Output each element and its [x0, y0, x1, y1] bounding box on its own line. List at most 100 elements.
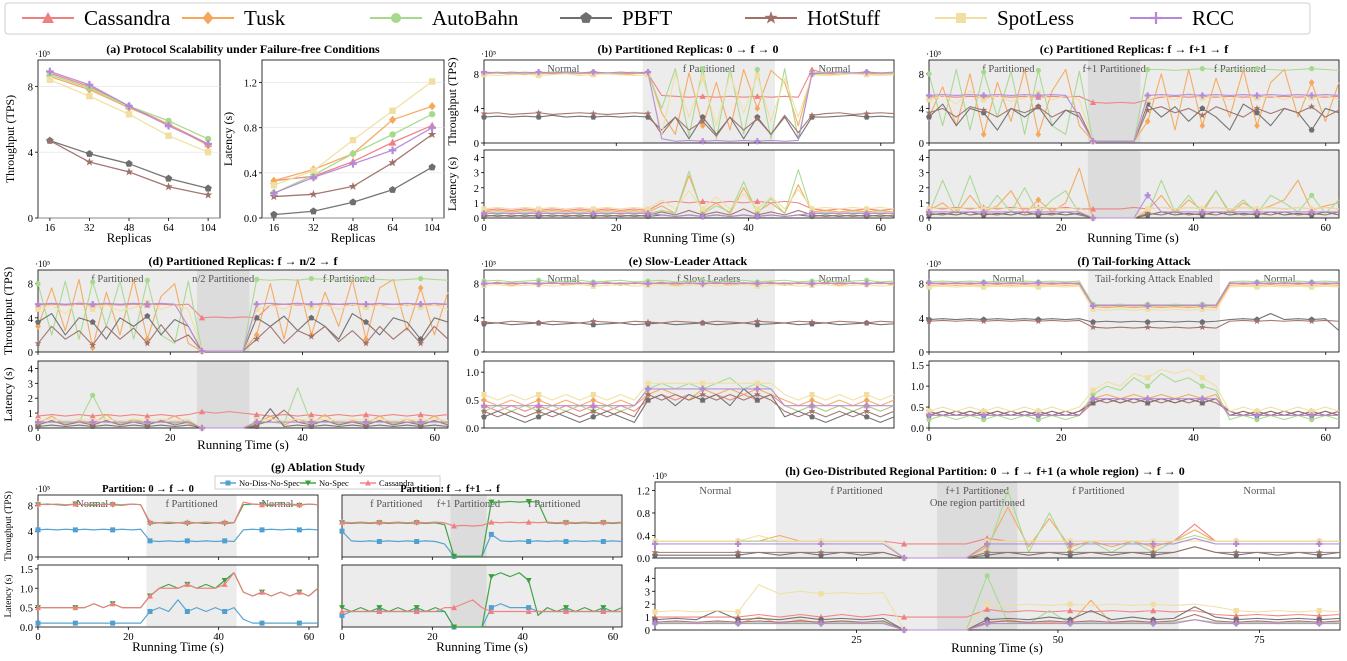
data-point	[349, 136, 357, 144]
xtick-label: 40	[743, 223, 754, 234]
data-point	[1144, 302, 1151, 309]
data-point	[563, 605, 569, 611]
region-label-1: f Slow Leaders	[677, 274, 741, 285]
data-point	[253, 411, 260, 418]
data-point	[34, 339, 42, 347]
axis-exponent: ·10⁵	[926, 259, 941, 269]
ytick-label: 8	[28, 501, 33, 512]
data-point	[535, 280, 542, 287]
legend-frame	[4, 2, 1311, 35]
y-axis-label: Latency (s)	[3, 575, 14, 618]
data-point	[147, 609, 153, 614]
data-point	[363, 275, 369, 282]
data-point	[89, 341, 97, 349]
series-line	[37, 528, 319, 543]
data-point	[428, 110, 436, 118]
data-point	[1253, 104, 1261, 112]
data-point	[296, 589, 303, 595]
ytick-label: 1.5	[20, 565, 33, 576]
xtick-label: 48	[348, 223, 359, 234]
data-point	[808, 402, 816, 409]
ytick-label: 1	[645, 613, 650, 624]
ytick-label: 1.0	[466, 368, 479, 379]
series-rcc	[925, 192, 1339, 222]
data-point	[863, 319, 871, 326]
data-point	[1316, 612, 1323, 619]
data-point	[165, 132, 172, 139]
data-point	[109, 600, 116, 607]
data-point	[600, 519, 607, 525]
xtick-label: 0	[481, 223, 486, 234]
data-point	[89, 301, 96, 308]
series-spotless	[926, 368, 1340, 414]
data-point	[388, 185, 397, 193]
region-shade-2	[486, 495, 622, 557]
legend: Cassandra Tusk AutoBahn PBFT HotStuff SpotLes…	[4, 2, 1311, 35]
xtick-label: 0	[35, 632, 40, 643]
region-shade-0	[929, 150, 1088, 218]
series-line	[483, 382, 895, 401]
region-shade-1	[450, 565, 487, 627]
data-point	[980, 92, 987, 99]
series-tusk	[270, 102, 436, 185]
data-point	[808, 318, 816, 326]
data-point	[863, 413, 870, 420]
panel-h-latency: 0 1 2 3 4 25 50 75	[645, 567, 1341, 646]
series-line	[37, 302, 449, 352]
panel-e-throughput: 0 4 8 ·10⁵ Normal f Slow Leaders Normal	[474, 259, 895, 359]
series-hotstuff	[480, 390, 895, 418]
axes-frame	[483, 149, 895, 219]
data-point	[1089, 323, 1097, 331]
region-shade-1	[1087, 150, 1141, 218]
data-point	[699, 93, 706, 99]
data-point	[488, 574, 495, 580]
series-line	[483, 175, 895, 215]
region-label-2: f+1 Partitioned	[946, 486, 1010, 497]
series-line	[655, 619, 1340, 631]
data-point	[925, 317, 933, 325]
data-point	[863, 109, 871, 117]
data-point	[90, 279, 96, 285]
series-pbft	[270, 163, 436, 218]
ytick-label: 4	[28, 314, 34, 325]
data-point	[1199, 92, 1206, 99]
data-point	[1199, 306, 1205, 312]
xtick-label: 20	[165, 433, 176, 444]
title-d: (d) Partitioned Replicas: f → n/2 → f	[149, 254, 339, 268]
data-point	[1233, 620, 1240, 627]
ytick-label: 1.0	[20, 584, 33, 595]
xtick-label: 16	[45, 223, 56, 234]
data-point	[1232, 548, 1240, 556]
legend-label-spotless: SpotLess	[997, 6, 1074, 30]
region-label-0: Normal	[547, 64, 579, 75]
data-point	[221, 519, 228, 525]
data-point	[900, 613, 908, 620]
series-line	[483, 388, 895, 423]
legend-marker-cassandra	[42, 12, 54, 23]
ytick-label: 8	[28, 82, 33, 93]
data-point	[389, 107, 396, 114]
data-point	[699, 117, 707, 125]
region-shade-2	[937, 568, 1018, 630]
data-point	[35, 527, 41, 533]
legend-label-tusk: Tusk	[244, 6, 286, 30]
axis-exponent: ·10⁵	[481, 49, 496, 59]
series-rcc	[480, 68, 895, 145]
ytick-label: 3	[474, 169, 479, 180]
xtick-label: 64	[163, 223, 174, 234]
xtick-label: 60	[430, 433, 441, 444]
data-point	[428, 102, 436, 111]
data-point	[1233, 612, 1240, 619]
series-line	[483, 112, 895, 137]
data-point	[427, 130, 437, 139]
data-point	[451, 624, 457, 630]
series-rcc	[925, 92, 1340, 145]
data-point	[700, 380, 706, 386]
xtick-label: 0	[926, 223, 931, 234]
data-point	[451, 523, 457, 529]
series-line	[483, 279, 895, 283]
panel-f-latency: 0.0 0.5 1.0 1.5 0 20 40 60	[911, 360, 1340, 444]
xtick-label: 104	[200, 223, 217, 234]
series-line	[655, 546, 1340, 559]
